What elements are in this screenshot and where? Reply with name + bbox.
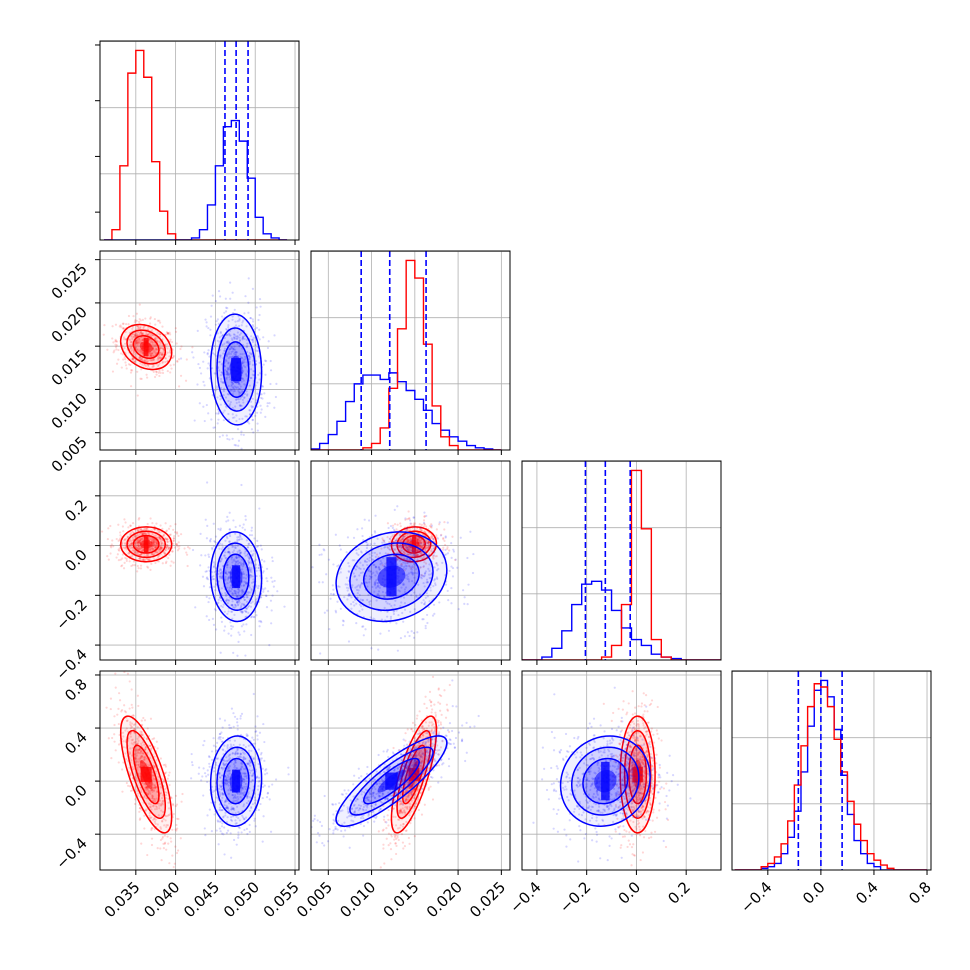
histogram-series-0 [311, 372, 502, 450]
density-peak [601, 761, 610, 801]
histogram-series-1 [734, 683, 928, 870]
x-tick-label: 0.0 [799, 878, 829, 908]
panel-frame [99, 250, 300, 451]
y-tick-label: −0.2 [52, 595, 90, 633]
x-tick-label: 0.045 [180, 878, 223, 921]
y-tick-label: 0.025 [48, 260, 91, 303]
scatter-points-0 [105, 671, 184, 869]
histogram-series-0 [734, 679, 928, 870]
density-peak [143, 337, 149, 357]
histogram-series-1 [522, 469, 721, 660]
density-peak [408, 768, 420, 781]
density-peak [411, 536, 416, 553]
x-tick-label: −0.4 [506, 878, 544, 916]
histogram-panel-2 [521, 460, 722, 665]
panel-frame [521, 460, 722, 661]
density-peak [232, 769, 241, 793]
x-tick-label: 0.025 [466, 878, 509, 921]
x-tick-label: 0.040 [140, 878, 183, 921]
scatter-panel-3-1: 0.005 0.010 0.015 0.020 0.025 [293, 670, 511, 921]
y-tick-label: 0.4 [61, 728, 91, 758]
histogram-series-1 [311, 259, 502, 450]
density-peak [231, 358, 242, 381]
x-tick-label: 0.8 [905, 878, 935, 908]
y-tick-label: 0.005 [48, 433, 91, 476]
density-peak [385, 772, 398, 790]
scatter-panel-2-1 [310, 460, 511, 665]
panel-frame [310, 460, 511, 661]
panel-frame [99, 670, 300, 871]
x-tick-label: 0.2 [664, 878, 694, 908]
x-tick-label: 0.005 [293, 878, 336, 921]
density-peak [386, 557, 397, 597]
x-tick-label: −0.4 [737, 878, 775, 916]
y-tick-label: 0.0 [61, 781, 91, 811]
scatter-panel-3-2: −0.4 −0.2 0.0 0.2 [506, 670, 722, 917]
panel-frame [99, 40, 300, 241]
y-tick-label: −0.4 [52, 645, 90, 683]
panel-frame [521, 670, 722, 871]
x-tick-label: 0.050 [220, 878, 263, 921]
density-peak [232, 565, 241, 589]
x-tick-label: 0.015 [380, 878, 423, 921]
scatter-panel-2-0: −0.4 −0.2 0.0 0.2 [52, 460, 300, 684]
y-tick-label: −0.4 [52, 834, 90, 872]
x-tick-label: −0.2 [556, 878, 594, 916]
x-tick-label: 0.4 [852, 878, 882, 908]
histogram-panel-0 [95, 40, 300, 245]
y-tick-label: 0.015 [48, 346, 91, 389]
panel-frame [731, 670, 932, 871]
y-tick-label: 0.0 [61, 546, 91, 576]
y-tick-label: 0.2 [61, 496, 91, 526]
y-tick-label: 0.010 [48, 390, 91, 433]
panel-frame [99, 460, 300, 661]
x-tick-label: 0.020 [423, 878, 466, 921]
histogram-series-1 [103, 119, 288, 240]
density-peak [632, 766, 643, 783]
y-tick-label: 0.020 [48, 303, 91, 346]
x-tick-label: 0.055 [260, 878, 303, 921]
x-tick-label: 0.035 [101, 878, 144, 921]
histogram-series-0 [103, 49, 288, 240]
x-tick-label: 0.0 [615, 878, 645, 908]
density-peak [143, 536, 149, 553]
density-peak [140, 766, 152, 783]
x-tick-label: 0.010 [336, 878, 379, 921]
panel-frame [310, 670, 511, 871]
histogram-series-0 [522, 580, 721, 660]
histogram-panel-1 [310, 250, 511, 455]
histogram-panel-3: −0.4 0.0 0.4 0.8 [731, 670, 935, 917]
panel-frame [310, 250, 511, 451]
